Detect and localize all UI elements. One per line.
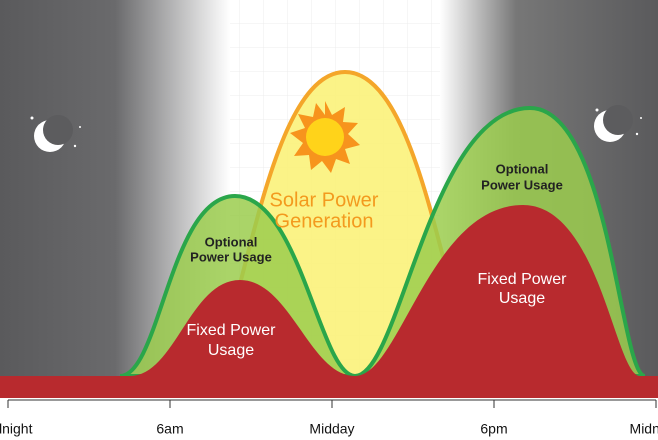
x-tick-label: 6am	[156, 421, 183, 437]
moon-right	[594, 105, 642, 142]
annotation: Optional	[496, 161, 549, 176]
x-tick-label: Midday	[309, 421, 354, 437]
x-tick-label: 6pm	[480, 421, 507, 437]
fixed-area	[0, 205, 658, 398]
moon-left	[30, 115, 81, 152]
annotation: Power Usage	[481, 177, 563, 192]
x-tick-label: Midnight	[630, 421, 658, 437]
annotation: Optional	[205, 234, 258, 249]
annotation: Solar Power	[270, 189, 379, 211]
annotation: Usage	[499, 290, 545, 307]
annotation: Generation	[275, 210, 374, 232]
annotation: Fixed Power	[478, 271, 568, 288]
sun	[290, 101, 360, 173]
annotation: Fixed Power	[187, 322, 277, 339]
annotation: Power Usage	[190, 249, 272, 264]
x-tick-label: Midnight	[0, 421, 33, 437]
annotation: Usage	[208, 342, 254, 359]
